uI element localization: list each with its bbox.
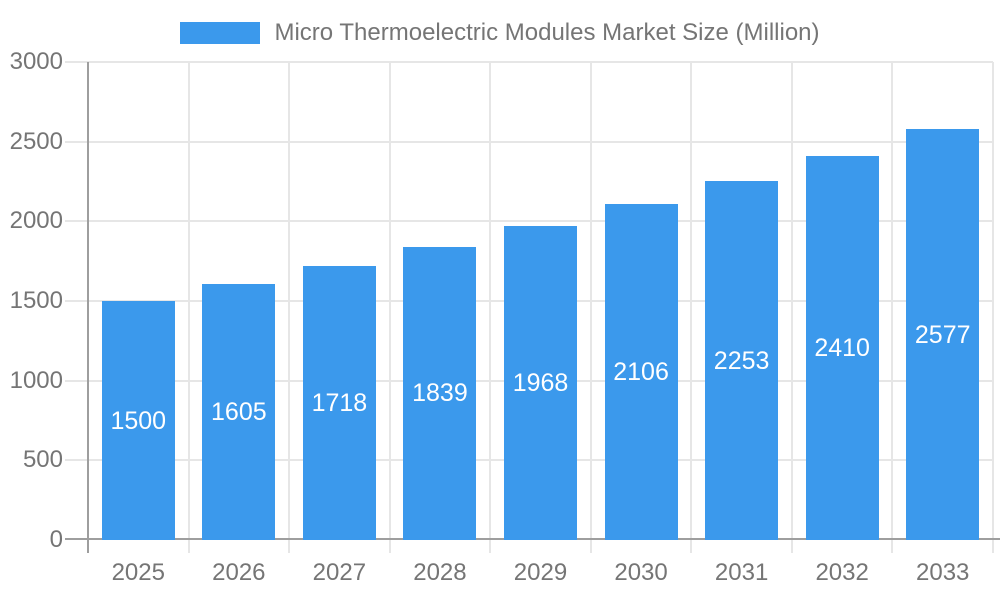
bar-2032[interactable]: 2410 xyxy=(805,156,879,540)
gridline-vertical xyxy=(790,62,793,553)
x-axis-tick-label: 2028 xyxy=(413,559,467,586)
y-axis-tick-label: 2000 xyxy=(9,207,63,235)
y-axis-tick-label: 1500 xyxy=(9,287,63,314)
x-axis-tick-label: 2032 xyxy=(815,559,869,586)
x-axis-tick-label: 2027 xyxy=(312,559,367,586)
x-axis-tick-label: 2033 xyxy=(916,559,970,586)
bar-2025[interactable]: 1500 xyxy=(101,301,175,540)
x-axis-tick-label: 2025 xyxy=(111,559,165,586)
legend-swatch xyxy=(180,22,261,44)
bar-value-label: 2106 xyxy=(613,358,669,387)
gridline-vertical xyxy=(690,62,693,553)
y-axis-tick-label: 2500 xyxy=(9,127,63,155)
bar-2028[interactable]: 1839 xyxy=(403,246,477,540)
bar-2027[interactable]: 1718 xyxy=(302,266,376,540)
gridline-horizontal xyxy=(65,61,993,63)
bar-2033[interactable]: 2577 xyxy=(906,129,980,540)
gridline-vertical xyxy=(992,62,994,553)
bar-value-label: 1968 xyxy=(512,369,569,398)
bar-value-label: 1500 xyxy=(110,406,167,435)
gridline-vertical xyxy=(388,62,391,553)
chart-legend[interactable]: Micro Thermoelectric Modules Market Size… xyxy=(0,16,1000,50)
legend-label: Micro Thermoelectric Modules Market Size… xyxy=(274,19,820,46)
x-axis-tick-label: 2029 xyxy=(513,559,568,586)
bar-value-label: 1605 xyxy=(211,398,267,427)
gridline-vertical xyxy=(589,62,592,553)
bar-value-label: 2577 xyxy=(914,320,971,349)
gridline-horizontal xyxy=(65,140,993,143)
bar-value-label: 2253 xyxy=(713,346,770,375)
y-axis-tick-label: 0 xyxy=(49,526,63,553)
x-axis-tick-label: 2031 xyxy=(714,559,769,586)
bar-value-label: 1718 xyxy=(311,389,368,418)
gridline-vertical xyxy=(187,62,190,553)
gridline-vertical xyxy=(891,62,894,553)
y-axis-line xyxy=(87,62,89,553)
bar-2026[interactable]: 1605 xyxy=(202,284,276,540)
bar-2030[interactable]: 2106 xyxy=(604,204,678,540)
gridline-vertical xyxy=(489,62,492,553)
x-axis-tick-label: 2030 xyxy=(614,559,668,586)
gridline-vertical xyxy=(288,62,291,553)
bar-2031[interactable]: 2253 xyxy=(705,181,779,540)
bar-value-label: 1839 xyxy=(412,379,468,408)
bar-value-label: 2410 xyxy=(814,333,870,362)
gridline-horizontal xyxy=(65,220,993,223)
bar-2029[interactable]: 1968 xyxy=(504,226,577,540)
y-axis-tick-label: 1000 xyxy=(9,366,63,394)
y-axis-tick-label: 3000 xyxy=(9,48,63,75)
x-axis-tick-label: 2026 xyxy=(212,559,266,586)
y-axis-tick-label: 500 xyxy=(22,446,63,474)
